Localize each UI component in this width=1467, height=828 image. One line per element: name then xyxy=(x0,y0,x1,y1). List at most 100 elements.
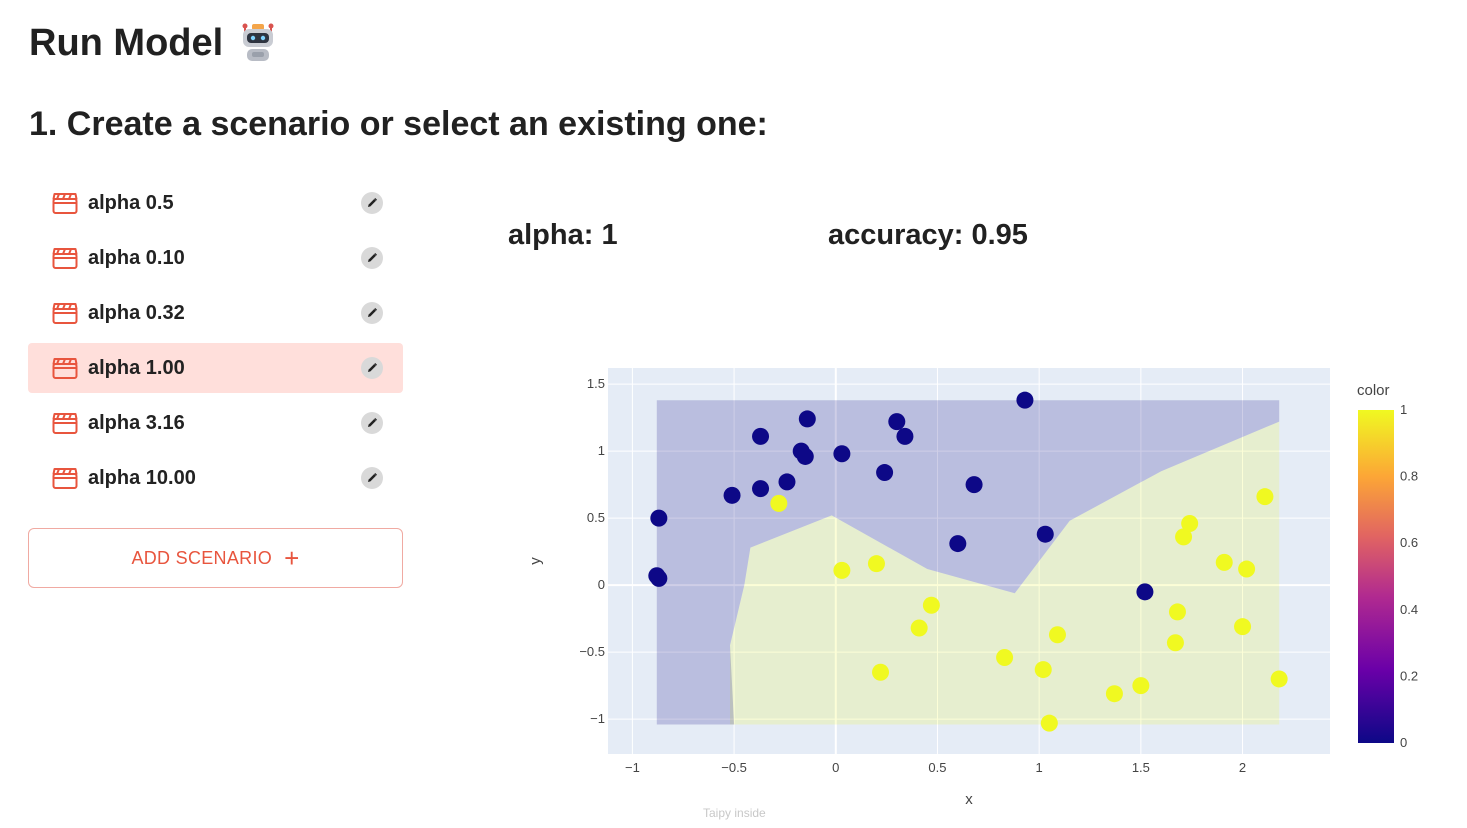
data-point xyxy=(1181,514,1199,532)
data-point xyxy=(872,663,890,681)
x-tick-label: 0 xyxy=(832,760,839,775)
edit-scenario-button[interactable] xyxy=(361,467,383,489)
colorbar xyxy=(1358,410,1394,743)
y-tick-label: 0.5 xyxy=(587,510,605,525)
data-point xyxy=(965,476,983,494)
data-point xyxy=(1016,391,1034,409)
edit-scenario-button[interactable] xyxy=(361,412,383,434)
pencil-icon xyxy=(366,472,378,484)
edit-scenario-button[interactable] xyxy=(361,247,383,269)
scenario-label: alpha 0.5 xyxy=(88,191,174,214)
edit-scenario-button[interactable] xyxy=(361,302,383,324)
pencil-icon xyxy=(366,362,378,374)
data-point xyxy=(922,596,940,614)
data-point xyxy=(1175,528,1193,546)
x-tick-label: 0.5 xyxy=(928,760,946,775)
y-tick-label: −0.5 xyxy=(579,644,605,659)
plot-background xyxy=(608,368,1330,754)
y-tick-label: 0 xyxy=(598,577,605,592)
scenario-item[interactable]: alpha 10.00 xyxy=(28,453,403,503)
scenario-item[interactable]: alpha 0.10 xyxy=(28,233,403,283)
scenario-list: alpha 0.5 alpha 0.10 alpha 0.32 alpha 1.00 a… xyxy=(28,178,403,508)
data-point xyxy=(1132,677,1150,695)
clapperboard-icon xyxy=(52,356,78,380)
decision-region-class0 xyxy=(656,400,1280,725)
pencil-icon xyxy=(366,417,378,429)
data-point xyxy=(833,445,851,463)
data-point xyxy=(867,555,885,573)
data-point xyxy=(778,473,796,491)
section-heading: 1. Create a scenario or select an existi… xyxy=(29,105,768,143)
footer-note: Taipy inside xyxy=(703,806,766,820)
colorbar-tick-label: 0.6 xyxy=(1400,535,1418,550)
y-tick-label: −1 xyxy=(590,711,605,726)
pencil-icon xyxy=(366,252,378,264)
add-scenario-label: ADD SCENARIO xyxy=(131,547,273,568)
data-point xyxy=(798,410,816,428)
clapperboard-icon xyxy=(52,191,78,215)
scenario-label: alpha 10.00 xyxy=(88,466,196,489)
data-point xyxy=(1136,583,1154,601)
y-tick-label: 1 xyxy=(598,443,605,458)
x-axis-label: x xyxy=(965,791,973,808)
x-tick-label: −1 xyxy=(625,760,640,775)
data-point xyxy=(796,447,814,465)
alpha-metric: alpha: 1 xyxy=(508,219,618,251)
accuracy-metric: accuracy: 0.95 xyxy=(828,219,1028,251)
data-point xyxy=(752,427,770,445)
x-tick-label: 1.5 xyxy=(1132,760,1150,775)
colorbar-tick-label: 0.4 xyxy=(1400,602,1418,617)
x-tick-label: 2 xyxy=(1239,760,1246,775)
colorbar-tick-label: 0.8 xyxy=(1400,469,1418,484)
edit-scenario-button[interactable] xyxy=(361,357,383,379)
scenario-label: alpha 0.32 xyxy=(88,301,185,324)
page-title: Run Model xyxy=(29,18,279,68)
data-point xyxy=(949,535,967,553)
colorbar-tick-label: 1 xyxy=(1400,402,1407,417)
scenario-item[interactable]: alpha 1.00 xyxy=(28,343,403,393)
data-point xyxy=(723,486,741,504)
clapperboard-icon xyxy=(52,301,78,325)
data-point xyxy=(1215,553,1233,571)
scenario-item[interactable]: alpha 0.32 xyxy=(28,288,403,338)
colorbar-title: color xyxy=(1357,382,1390,399)
x-tick-label: 1 xyxy=(1036,760,1043,775)
data-point xyxy=(1256,488,1274,506)
colorbar-tick-label: 0.2 xyxy=(1400,668,1418,683)
clapperboard-icon xyxy=(52,466,78,490)
robot-icon xyxy=(242,23,274,61)
data-point xyxy=(1270,670,1288,688)
scenario-item[interactable]: alpha 0.5 xyxy=(28,178,403,228)
scenario-label: alpha 0.10 xyxy=(88,246,185,269)
data-point xyxy=(1036,525,1054,543)
data-point xyxy=(1048,626,1066,644)
add-scenario-button[interactable]: ADD SCENARIO + xyxy=(28,528,403,588)
data-point xyxy=(1234,618,1252,636)
decision-boundary-plot: −1 −0.5 0 0.5 1 1.5 2 −1 −0.5 0 0.5 1 1.5 x y color 0 0.2… xyxy=(527,368,1418,808)
decision-region-class1 xyxy=(730,421,1280,725)
data-point xyxy=(1040,714,1058,732)
clapperboard-icon xyxy=(52,246,78,270)
data-point xyxy=(1105,685,1123,703)
scenario-label: alpha 1.00 xyxy=(88,356,185,379)
edit-scenario-button[interactable] xyxy=(361,192,383,214)
data-point xyxy=(1238,560,1256,578)
data-point xyxy=(770,494,788,512)
x-tick-label: −0.5 xyxy=(721,760,747,775)
page-title-text: Run Model xyxy=(29,22,224,64)
data-point xyxy=(1166,634,1184,652)
scenario-label: alpha 3.16 xyxy=(88,411,185,434)
y-tick-label: 1.5 xyxy=(587,376,605,391)
data-point xyxy=(752,480,770,498)
data-point xyxy=(650,569,668,587)
colorbar-tick-label: 0 xyxy=(1400,735,1407,750)
data-point xyxy=(650,509,668,527)
data-point xyxy=(896,427,914,445)
scenario-item[interactable]: alpha 3.16 xyxy=(28,398,403,448)
data-point xyxy=(833,561,851,579)
clapperboard-icon xyxy=(52,411,78,435)
plus-icon: + xyxy=(284,543,300,573)
data-point xyxy=(876,464,894,482)
data-point xyxy=(1168,603,1186,621)
y-axis-label: y xyxy=(527,557,544,565)
